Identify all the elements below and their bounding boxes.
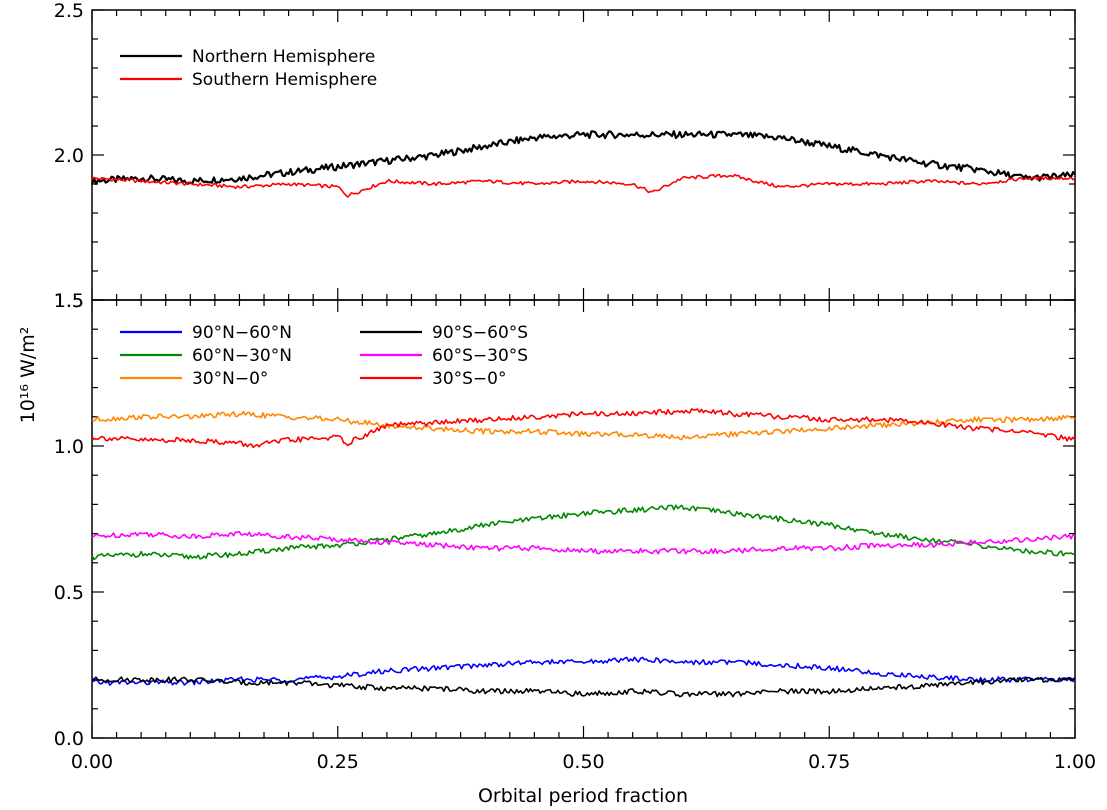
legend-label: 60°S−30°S [432,346,528,366]
y-tick-label: 1.5 [54,290,84,312]
series-line [91,410,1076,441]
legend-label: 90°N−60°N [192,323,292,343]
legend-label: 30°S−0° [432,369,506,389]
series-line [91,173,1076,198]
series-line [91,656,1076,686]
series-line [91,504,1076,561]
y-tick-label: 1.0 [54,436,84,458]
x-tick-label: 0.75 [808,751,850,773]
y-tick-label: 0.5 [54,582,84,604]
legend-label: Southern Hemisphere [192,70,377,90]
x-tick-label: 0.25 [317,751,359,773]
y-tick-label: 2.0 [54,145,84,167]
legend-label: 90°S−60°S [432,323,528,343]
series-line [91,676,1076,698]
x-tick-label: 0.50 [562,751,604,773]
x-tick-label: 1.00 [1054,751,1096,773]
top-panel: 1.5 2.0 2.5 Northern Hemisphere Southern Hem… [54,0,1076,312]
legend-label: 30°N−0° [192,369,268,389]
x-axis-title: Orbital period fraction [478,785,688,807]
y-tick-label: 2.5 [54,0,84,22]
y-tick-label: 0.0 [54,728,84,750]
legend-label: Northern Hemisphere [192,47,375,67]
y-axis-title: 10¹⁶ W/m² [17,327,39,424]
series-line [90,130,1076,185]
x-tick-label: 0.00 [71,751,113,773]
bottom-panel: 0.0 0.5 1.0 1.5 0.00 0.25 0.50 0.75 1.00 90°N−60°… [54,290,1096,773]
series-line [91,408,1076,449]
legend-label: 60°N−30°N [192,346,292,366]
y-tick-label: 1.5 [54,290,84,312]
series-line [91,531,1076,555]
